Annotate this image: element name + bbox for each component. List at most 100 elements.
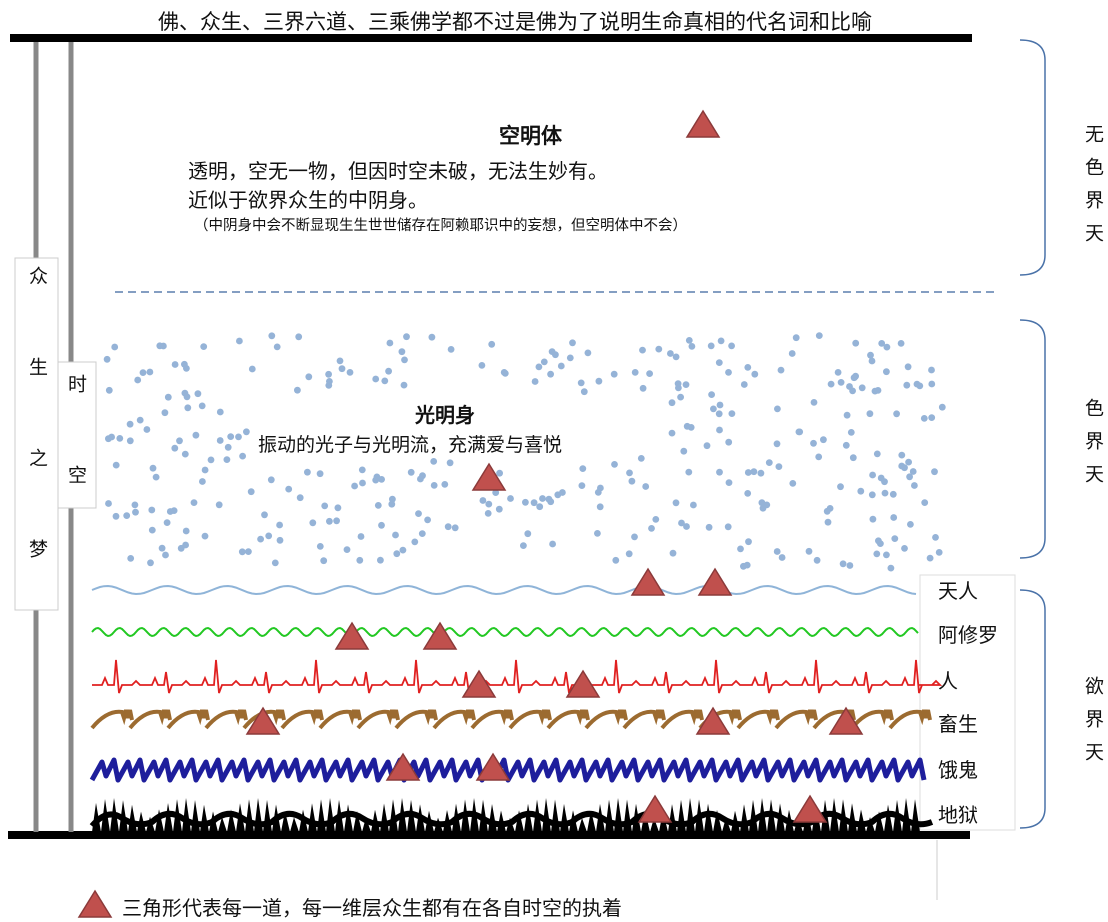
photon-dot [403, 333, 410, 341]
photon-dot [488, 340, 496, 348]
photon-dot [626, 469, 633, 477]
photon-dot [750, 468, 758, 476]
photon-dot [430, 482, 438, 489]
photon-dot [111, 343, 119, 351]
photon-dot [309, 519, 317, 527]
photon-dot [548, 348, 556, 355]
photon-dot [236, 337, 243, 345]
triangle [565, 669, 601, 698]
photon-dot [123, 512, 131, 519]
photon-dot [935, 549, 943, 556]
photon-dot [668, 429, 676, 437]
photon-dot [103, 355, 111, 363]
photon-dot [316, 470, 324, 478]
photon-dot [578, 482, 586, 489]
photon-dot [215, 501, 223, 509]
photon-dot [674, 380, 682, 387]
photon-dot [789, 480, 797, 487]
photon-dot [683, 422, 691, 430]
spacetime-label: 时空 [65, 374, 87, 556]
triangle [630, 567, 666, 596]
triangle [334, 621, 370, 650]
photon-dot [611, 461, 618, 468]
formless-line: 近似于欲界众生的中阴身。 [188, 188, 428, 212]
heaven-label: 无色界天 [1082, 124, 1104, 256]
photon-dot [805, 547, 813, 555]
photon-dot [597, 484, 604, 492]
photon-dot [273, 343, 281, 351]
dream-box [14, 257, 59, 611]
photon-dot [389, 495, 396, 503]
photon-dot [577, 379, 585, 387]
photon-dot [869, 471, 876, 479]
photon-dot [580, 388, 588, 396]
photon-dot [628, 477, 636, 485]
photon-dot [685, 337, 693, 344]
photon-dot [399, 546, 407, 554]
photon-dot [926, 554, 934, 562]
photon-dot [932, 534, 939, 541]
photon-dot [707, 342, 715, 350]
photon-dot [276, 521, 283, 529]
form-title: 光明身 [415, 403, 475, 427]
photon-dot [824, 518, 832, 526]
photon-dot [823, 507, 831, 515]
photon-dot [725, 369, 732, 376]
photon-dot [904, 363, 912, 371]
photon-dot [271, 559, 279, 567]
photon-dot [479, 497, 487, 504]
photon-dot [428, 333, 436, 341]
photon-dot [728, 410, 736, 417]
photon-dot [136, 416, 144, 424]
photon-dot [248, 365, 256, 373]
photon-dot [227, 433, 235, 440]
photon-dot [105, 386, 113, 394]
photon-dot [648, 525, 655, 532]
photon-dot [539, 495, 546, 502]
photon-dot [507, 495, 514, 502]
photon-dot [132, 508, 139, 516]
photon-dot [887, 564, 895, 572]
photon-dot [868, 357, 876, 365]
photon-dot [740, 562, 747, 570]
photon-dot [166, 508, 174, 515]
photon-dot [393, 550, 401, 558]
photon-dot [536, 503, 544, 511]
photon-dot [928, 414, 936, 421]
photon-dot [321, 502, 329, 510]
photon-dot [881, 489, 889, 497]
photon-dot [668, 399, 676, 407]
photon-dot [181, 360, 188, 368]
triangle [637, 794, 673, 823]
photon-dot [451, 524, 459, 532]
photon-dot [171, 361, 179, 368]
photon-dot [898, 462, 906, 470]
photon-dot [199, 478, 206, 485]
photon-dot [827, 380, 835, 388]
photon-dot [569, 339, 576, 347]
photon-dot [112, 512, 120, 520]
photon-dot [148, 506, 156, 514]
spacetime-box [57, 361, 97, 509]
photon-dot [595, 377, 603, 385]
photon-dot [407, 468, 415, 476]
photon-dot [820, 436, 827, 444]
photon-dot [849, 387, 856, 395]
photon-dot [810, 399, 818, 406]
photon-dot [478, 362, 486, 369]
photon-dot [716, 426, 723, 434]
photon-dot [637, 455, 645, 462]
photon-dot [837, 483, 844, 491]
photon-dot [869, 515, 877, 523]
photon-dot [334, 504, 342, 512]
photon-dot [359, 479, 366, 487]
photon-dot [198, 402, 206, 410]
photon-dot [688, 343, 696, 350]
photon-dot [496, 469, 503, 477]
photon-dot [333, 517, 340, 525]
photon-dot [139, 369, 147, 376]
photon-dot [238, 548, 246, 556]
photon-dot [401, 356, 408, 364]
heaven-label: 欲界天 [1082, 676, 1104, 775]
